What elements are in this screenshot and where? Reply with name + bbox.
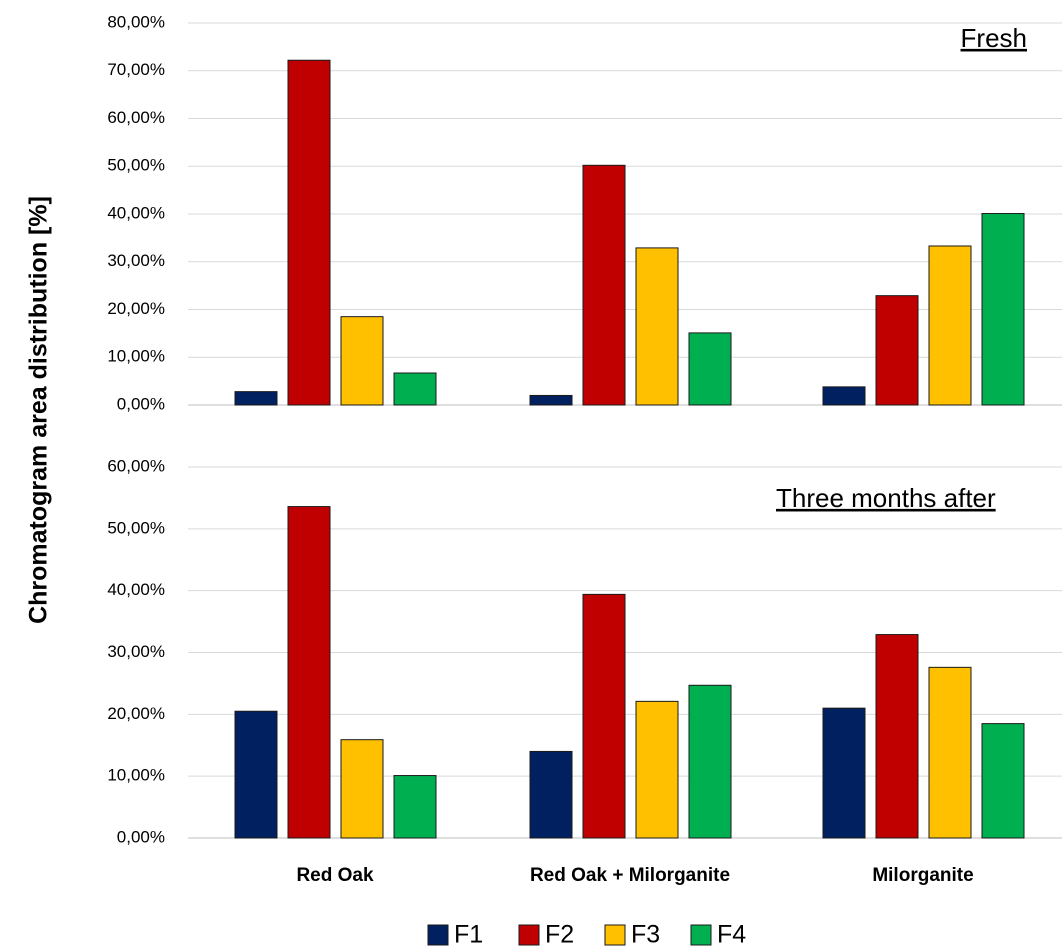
bar: [635, 700, 679, 839]
bar: [875, 634, 919, 839]
bar: [981, 723, 1025, 839]
y-tick-label: 10,00%: [107, 347, 165, 366]
bar: [635, 247, 679, 406]
bar: [529, 750, 573, 839]
x-tick-label: Milorganite: [872, 865, 973, 886]
bar: [234, 710, 278, 839]
bar: [234, 391, 278, 406]
legend-swatch: [427, 924, 449, 946]
y-tick-label: 30,00%: [107, 642, 165, 661]
bar: [287, 506, 331, 839]
bar: [393, 775, 437, 839]
bar: [529, 394, 573, 406]
legend-swatch: [690, 924, 712, 946]
y-tick-label: 20,00%: [107, 299, 165, 318]
bar: [928, 666, 972, 839]
legend-label: F4: [717, 921, 746, 949]
bar: [688, 332, 732, 406]
y-tick-label: 40,00%: [107, 580, 165, 599]
bar: [981, 213, 1025, 406]
bar: [928, 245, 972, 406]
y-tick-label: 70,00%: [107, 60, 165, 79]
legend-label: F3: [631, 921, 660, 949]
y-tick-label: 60,00%: [107, 108, 165, 127]
y-tick-label: 20,00%: [107, 704, 165, 723]
y-tick-label: 0,00%: [117, 827, 165, 846]
bar: [688, 684, 732, 839]
bar: [393, 372, 437, 406]
bar: [582, 164, 626, 406]
legend-label: F1: [454, 921, 483, 949]
x-tick-label: Red Oak: [296, 865, 374, 886]
y-tick-label: 60,00%: [107, 456, 165, 475]
y-tick-label: 50,00%: [107, 156, 165, 175]
y-tick-label: 30,00%: [107, 251, 165, 270]
annotation: Fresh: [961, 23, 1027, 53]
bar: [340, 316, 384, 406]
y-tick-label: 0,00%: [117, 394, 165, 413]
bar: [822, 386, 866, 406]
y-tick-label: 50,00%: [107, 518, 165, 537]
bar: [340, 739, 384, 839]
bar: [822, 707, 866, 839]
bar: [875, 295, 919, 406]
annotation: Three months after: [776, 483, 996, 513]
bar: [287, 59, 331, 406]
y-tick-label: 80,00%: [107, 12, 165, 31]
y-tick-label: 10,00%: [107, 766, 165, 785]
y-axis-label: Chromatogram area distribution [%]: [25, 196, 53, 624]
x-tick-label: Red Oak + Milorganite: [530, 865, 730, 886]
legend-swatch: [604, 924, 626, 946]
y-tick-label: 40,00%: [107, 203, 165, 222]
legend-swatch: [518, 924, 540, 946]
legend-label: F2: [545, 921, 574, 949]
bar: [582, 593, 626, 839]
